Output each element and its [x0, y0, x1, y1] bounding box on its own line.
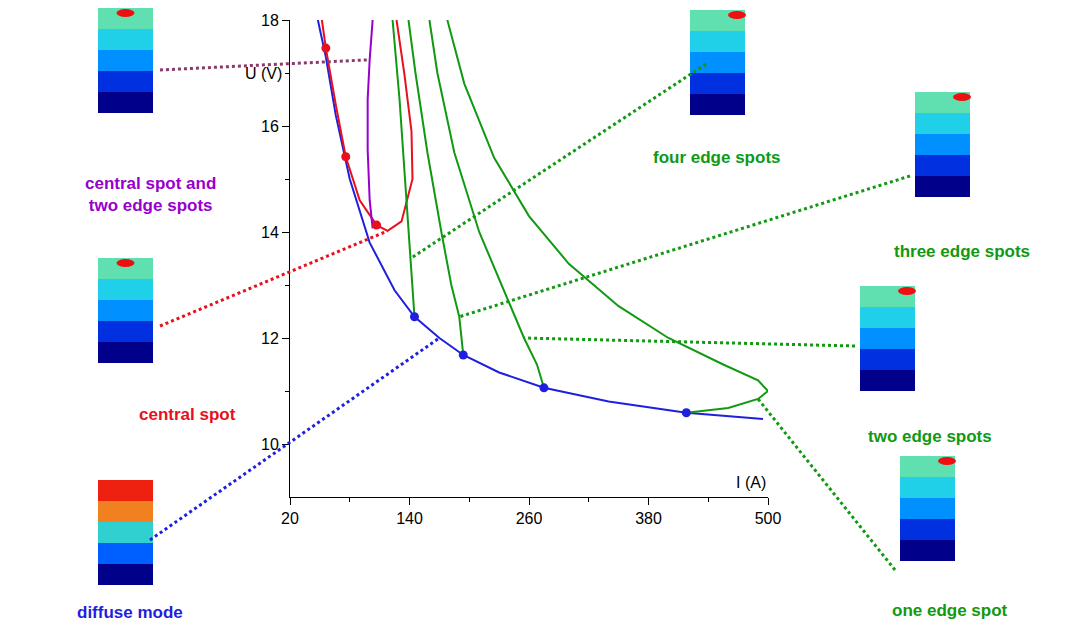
- svg-text:two edge spots: two edge spots: [868, 427, 992, 446]
- svg-text:18: 18: [261, 12, 279, 29]
- svg-text:diffuse mode: diffuse mode: [77, 603, 183, 622]
- svg-text:500: 500: [755, 510, 782, 527]
- svg-text:12: 12: [261, 330, 279, 347]
- svg-text:10: 10: [261, 436, 279, 453]
- svg-text:14: 14: [261, 224, 279, 241]
- svg-text:140: 140: [396, 510, 423, 527]
- svg-text:four edge spots: four edge spots: [653, 148, 781, 167]
- svg-text:I (A): I (A): [736, 474, 766, 491]
- svg-text:one edge spot: one edge spot: [892, 601, 1008, 620]
- svg-text:20: 20: [281, 510, 299, 527]
- svg-text:three edge spots: three edge spots: [894, 242, 1030, 261]
- svg-text:260: 260: [516, 510, 543, 527]
- svg-text:central spot: central spot: [139, 405, 236, 424]
- svg-text:16: 16: [261, 118, 279, 135]
- svg-text:380: 380: [635, 510, 662, 527]
- svg-text:central spot andtwo edge spots: central spot andtwo edge spots: [85, 174, 216, 215]
- svg-text:U (V): U (V): [245, 65, 282, 82]
